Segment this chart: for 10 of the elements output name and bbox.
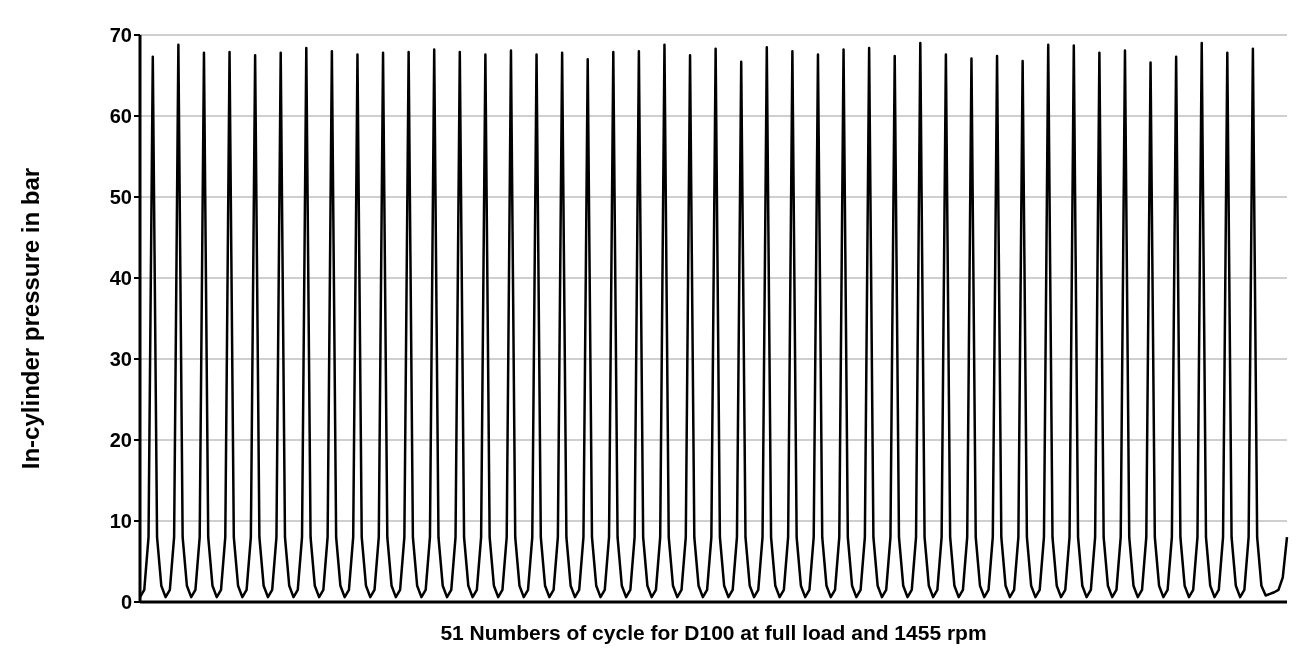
y-tick-label: 0 (120, 591, 132, 614)
y-tick-label: 50 (109, 186, 132, 209)
y-tick-label: 30 (109, 348, 132, 371)
y-axis-title: In-cylinder pressure in bar (16, 167, 44, 470)
x-axis-title: 51 Numbers of cycle for D100 at full load and 1455 rpm (440, 621, 987, 644)
y-tick-label: 10 (109, 510, 132, 533)
y-tick-label: 40 (109, 267, 132, 290)
y-tick-label: 20 (109, 429, 132, 452)
y-tick-label: 60 (109, 105, 132, 128)
y-tick-label: 70 (109, 24, 132, 47)
